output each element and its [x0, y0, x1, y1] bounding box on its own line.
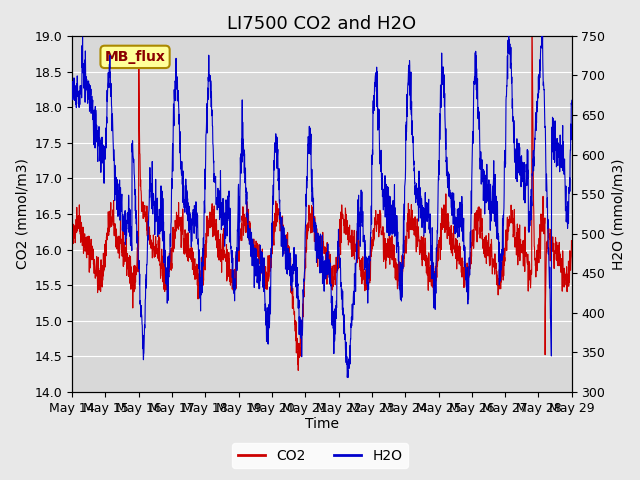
Y-axis label: CO2 (mmol/m3): CO2 (mmol/m3) — [15, 158, 29, 269]
Title: LI7500 CO2 and H2O: LI7500 CO2 and H2O — [227, 15, 417, 33]
Y-axis label: H2O (mmol/m3): H2O (mmol/m3) — [611, 158, 625, 270]
X-axis label: Time: Time — [305, 418, 339, 432]
Legend: CO2, H2O: CO2, H2O — [232, 443, 408, 468]
Text: MB_flux: MB_flux — [104, 50, 166, 64]
